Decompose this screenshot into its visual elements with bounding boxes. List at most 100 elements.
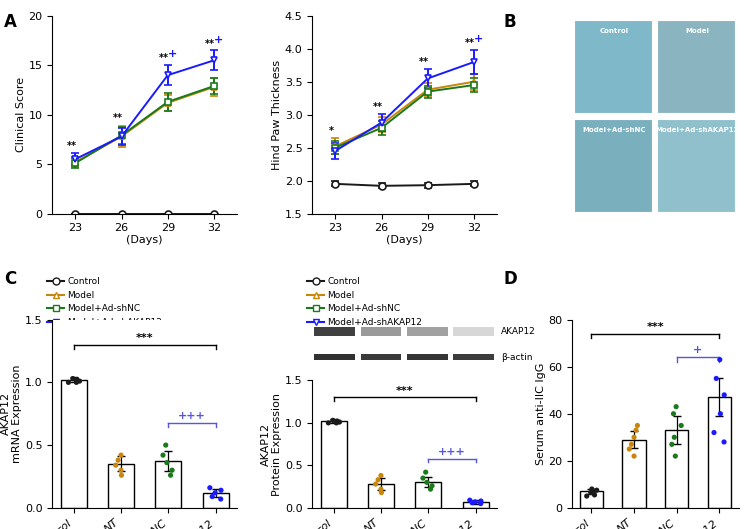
Point — [585, 488, 597, 497]
Text: +++: +++ — [438, 448, 466, 457]
Point — [165, 471, 177, 479]
Legend: Control, Model, Model+Ad-shNC, Model+Ad-shAKAP12: Control, Model, Model+Ad-shNC, Model+Ad-… — [48, 277, 162, 327]
Y-axis label: AKAP12
Protein Expression: AKAP12 Protein Expression — [260, 393, 282, 496]
X-axis label: (Days): (Days) — [126, 235, 163, 244]
Point — [630, 426, 642, 434]
Text: B: B — [504, 13, 516, 31]
Point — [628, 433, 640, 442]
Point — [669, 452, 681, 460]
Point — [591, 486, 603, 495]
Point — [375, 488, 387, 497]
Point — [424, 485, 436, 494]
Y-axis label: Hind Paw Thickness: Hind Paw Thickness — [272, 60, 282, 170]
Text: **: ** — [465, 38, 475, 48]
Text: +: + — [693, 345, 703, 355]
Point — [417, 474, 429, 482]
Point — [580, 492, 592, 500]
Text: +: + — [474, 34, 483, 44]
Text: AKAP12: AKAP12 — [501, 327, 536, 336]
Point — [625, 440, 637, 449]
Bar — [60, 380, 87, 508]
Point — [206, 492, 218, 501]
Point — [160, 441, 172, 449]
Bar — [407, 327, 448, 336]
Point — [466, 498, 478, 507]
FancyBboxPatch shape — [657, 118, 736, 212]
Text: Model+Ad-shNC: Model+Ad-shNC — [582, 126, 645, 133]
Bar — [321, 421, 347, 508]
Point — [157, 451, 169, 459]
Text: ***: *** — [647, 322, 664, 332]
Point — [675, 421, 687, 430]
Point — [209, 489, 221, 497]
Point — [420, 468, 432, 477]
Point — [215, 486, 227, 495]
Point — [475, 497, 487, 505]
Bar — [315, 354, 355, 360]
Text: *: * — [329, 126, 334, 136]
Bar — [453, 354, 494, 360]
X-axis label: (Days): (Days) — [386, 235, 423, 244]
Point — [333, 418, 345, 426]
Text: ***: *** — [396, 386, 413, 396]
FancyBboxPatch shape — [574, 20, 652, 113]
Point — [112, 456, 124, 464]
Point — [375, 471, 387, 480]
Text: Control: Control — [599, 28, 628, 34]
Point — [115, 466, 127, 475]
Text: **: ** — [66, 141, 77, 151]
Text: +: + — [168, 49, 177, 59]
Point — [327, 416, 339, 425]
Point — [116, 471, 128, 479]
Point — [631, 421, 643, 430]
Bar — [203, 493, 229, 508]
Point — [322, 418, 334, 427]
Bar — [108, 464, 134, 508]
Point — [469, 498, 481, 506]
Text: Model: Model — [685, 28, 709, 34]
Point — [375, 485, 387, 494]
Point — [421, 478, 433, 487]
Text: +: + — [214, 34, 223, 44]
Point — [710, 374, 722, 382]
Point — [372, 476, 384, 484]
Text: +++: +++ — [178, 411, 206, 421]
Point — [204, 484, 216, 492]
Point — [161, 459, 173, 467]
Text: **: ** — [419, 57, 429, 67]
Legend: Control, Model, Model+Ad-shNC, Model+Ad-shAKAP12: Control, Model, Model+Ad-shNC, Model+Ad-… — [307, 277, 422, 327]
Point — [67, 375, 79, 383]
Y-axis label: Clinical Score: Clinical Score — [16, 77, 25, 152]
Point — [670, 403, 682, 411]
Text: β-actin: β-actin — [501, 353, 532, 362]
Bar — [315, 327, 355, 336]
Point — [666, 440, 678, 449]
Point — [718, 391, 730, 399]
Point — [668, 409, 680, 418]
Point — [110, 461, 122, 469]
Point — [714, 355, 726, 364]
Text: **: ** — [205, 39, 215, 49]
Text: **: ** — [159, 53, 169, 63]
Point — [718, 437, 730, 446]
Point — [115, 451, 127, 459]
Point — [624, 445, 636, 453]
FancyBboxPatch shape — [574, 118, 652, 212]
Point — [330, 418, 342, 427]
Bar — [368, 484, 394, 508]
Point — [215, 495, 227, 503]
Point — [74, 377, 86, 385]
Point — [474, 499, 486, 508]
Point — [628, 452, 640, 460]
Point — [63, 378, 75, 387]
Text: **: ** — [373, 102, 383, 112]
Text: Model+Ad-shAKAP12: Model+Ad-shAKAP12 — [655, 126, 739, 133]
Bar — [416, 482, 442, 508]
Point — [370, 480, 382, 488]
Point — [588, 487, 600, 496]
Bar — [463, 502, 489, 508]
Bar — [453, 327, 494, 336]
Point — [71, 376, 83, 384]
Point — [589, 491, 601, 499]
Text: **: ** — [113, 113, 122, 123]
